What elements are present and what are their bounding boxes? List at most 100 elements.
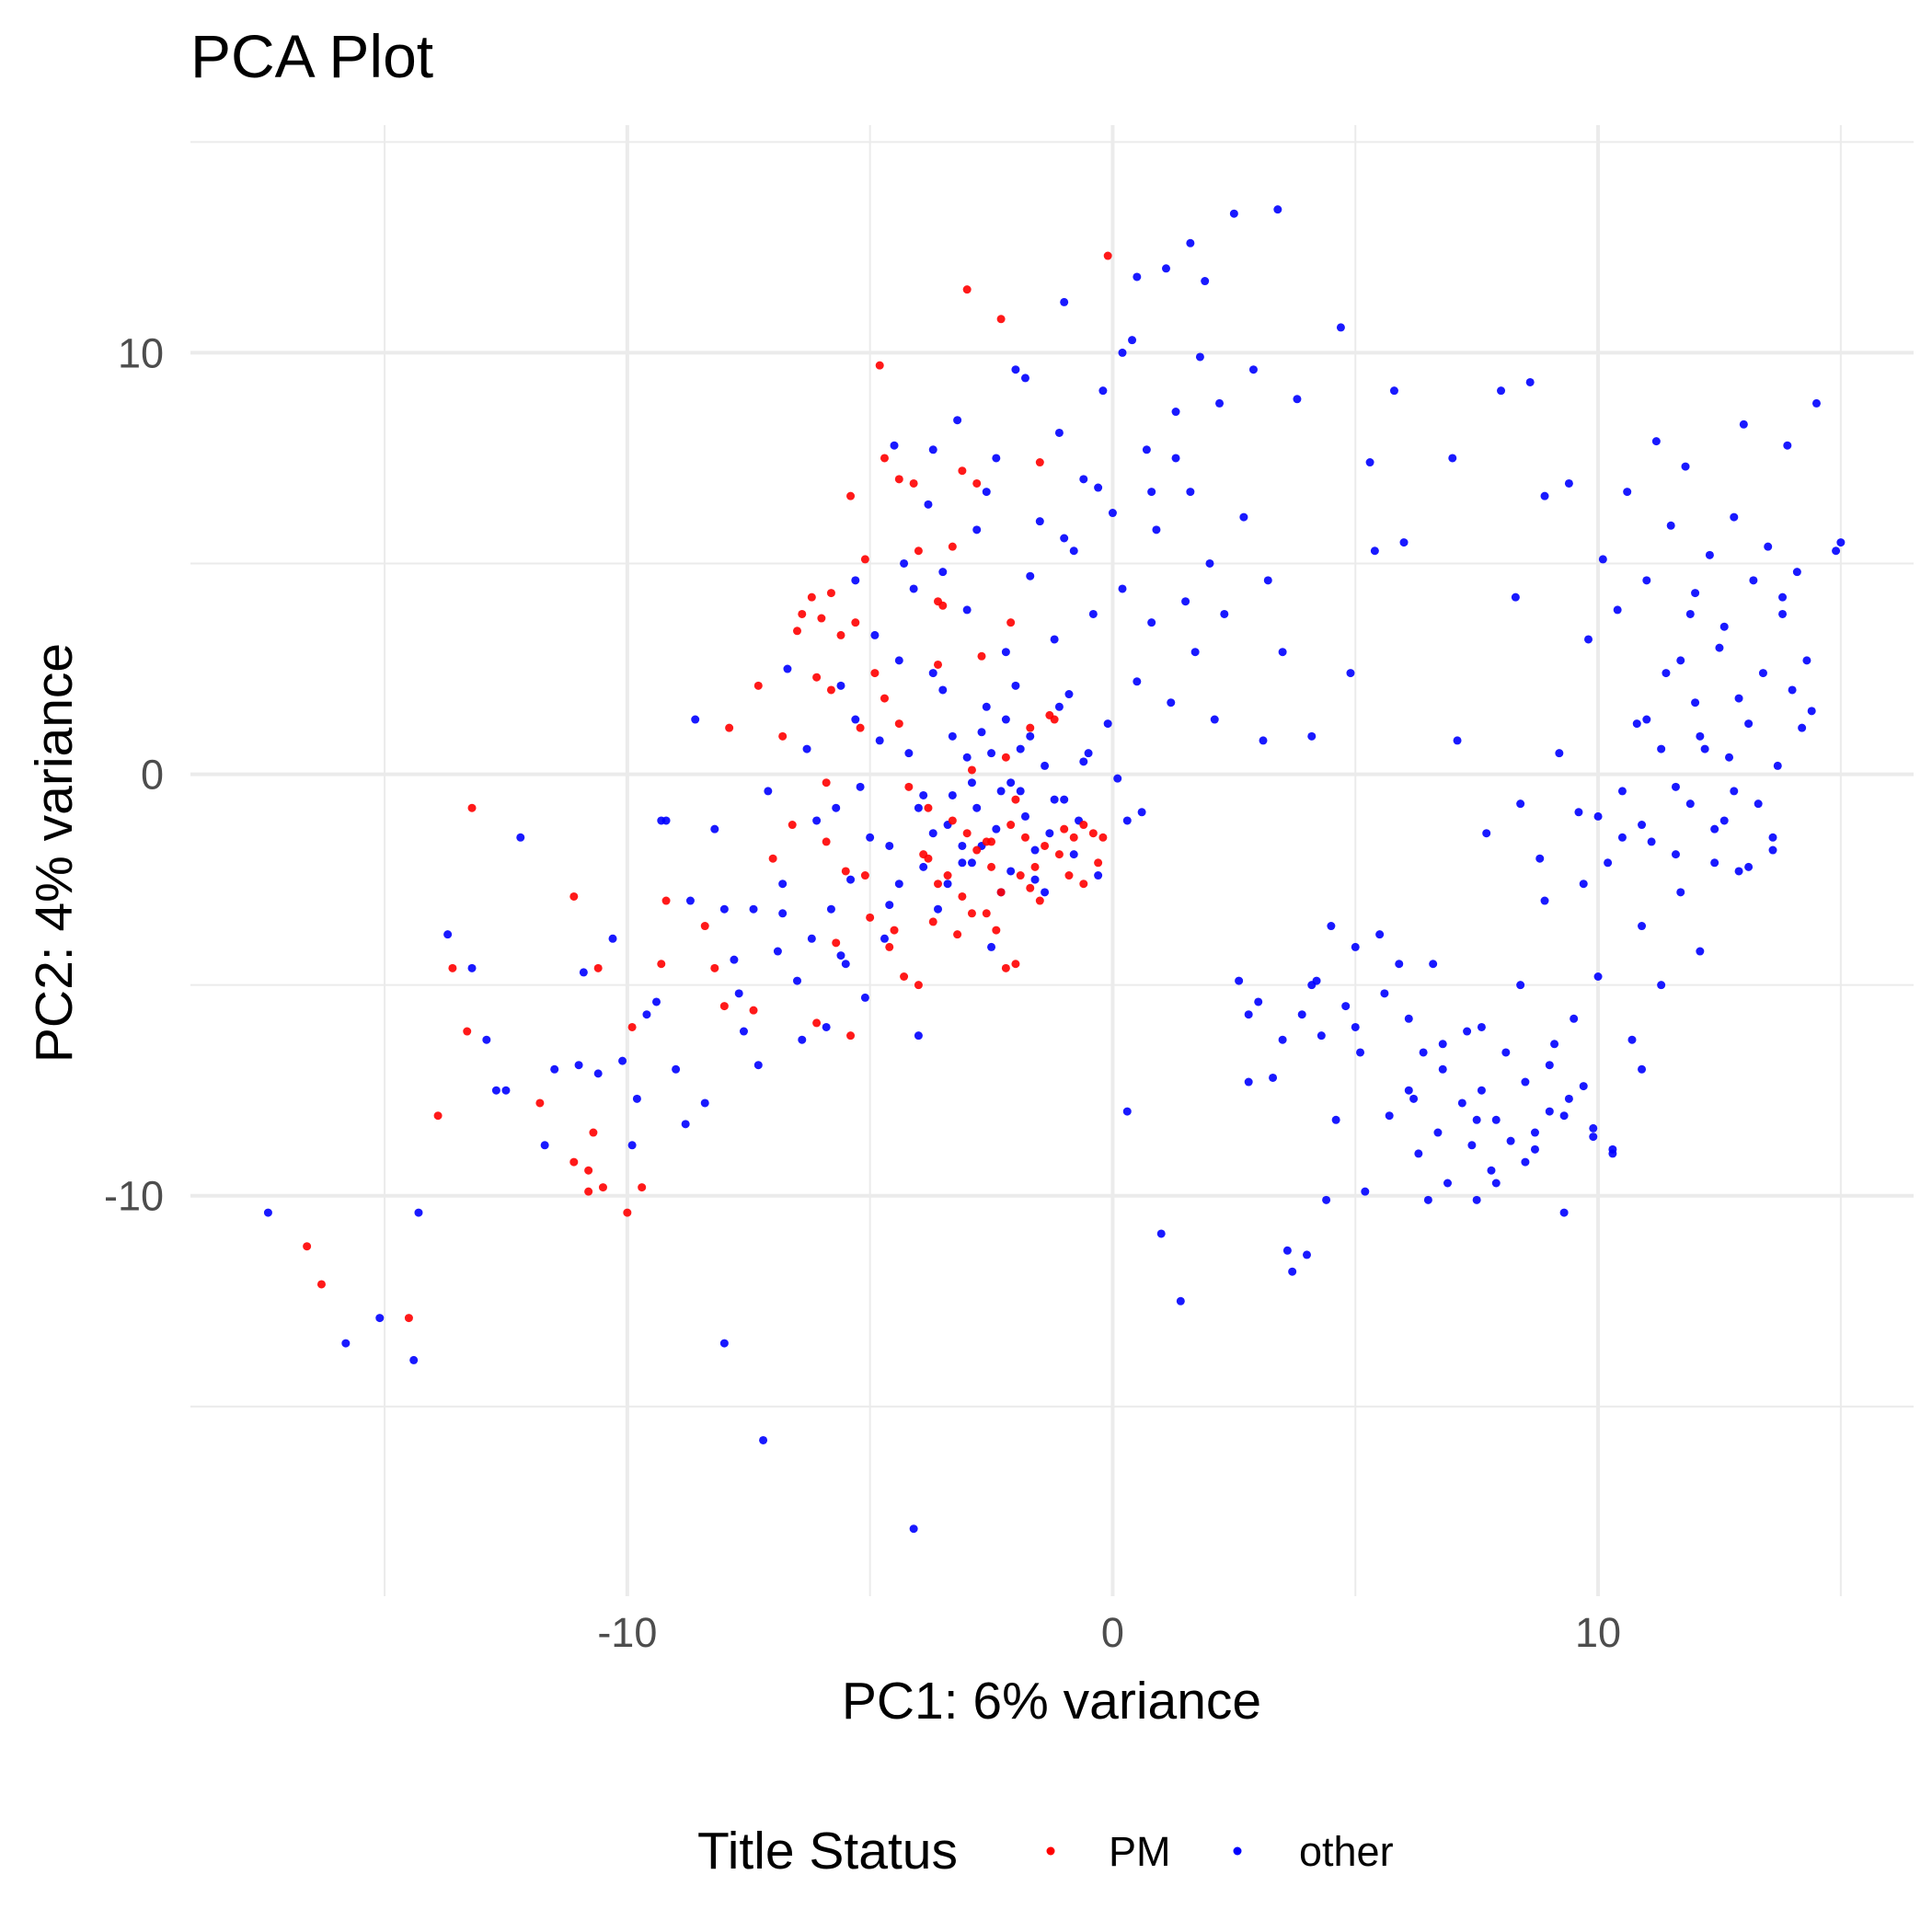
point-other (1768, 833, 1777, 842)
points-layer (263, 205, 1846, 1534)
point-other (685, 896, 695, 905)
point-other (783, 664, 792, 673)
point-pm (870, 669, 880, 678)
point-pm (1069, 833, 1078, 842)
point-pm (793, 627, 802, 636)
point-other (1088, 609, 1098, 618)
point-other (1302, 1250, 1311, 1259)
point-other (1516, 799, 1525, 809)
point-other (1778, 609, 1788, 618)
point-other (1521, 1157, 1530, 1167)
point-other (1642, 715, 1651, 724)
point-other (1137, 808, 1146, 817)
point-other (1186, 488, 1195, 497)
point-other (866, 833, 875, 842)
point-pm (948, 816, 957, 825)
point-other (1142, 445, 1151, 454)
point-other (1041, 761, 1050, 770)
point-other (1244, 1077, 1253, 1087)
point-other (1521, 1077, 1530, 1087)
point-pm (953, 930, 962, 939)
point-other (909, 584, 918, 593)
point-other (1540, 896, 1549, 905)
point-pm (851, 618, 860, 627)
point-other (836, 951, 845, 960)
point-other (1632, 719, 1641, 729)
point-other (1598, 555, 1607, 564)
point-other (958, 858, 967, 868)
point-other (1623, 488, 1632, 497)
point-other (860, 993, 869, 1002)
point-other (1564, 478, 1573, 488)
point-other (1836, 538, 1846, 547)
point-other (938, 685, 948, 695)
legend-key-other (1233, 1846, 1242, 1856)
point-pm (996, 888, 1006, 897)
point-pm (812, 673, 822, 682)
point-other (1409, 1094, 1419, 1103)
point-other (753, 1061, 763, 1070)
point-other (1535, 854, 1545, 863)
point-other (1375, 930, 1385, 939)
legend: Title Status PM other (697, 1822, 1394, 1880)
grid-layer (190, 125, 1914, 1596)
point-other (1020, 811, 1029, 821)
point-other (807, 934, 816, 943)
point-pm (1079, 821, 1088, 830)
point-pm (1006, 821, 1016, 830)
y-tick-label: 0 (141, 752, 164, 799)
point-other (1734, 694, 1743, 703)
point-other (1020, 374, 1029, 383)
point-pm (904, 782, 914, 791)
point-other (1248, 365, 1258, 374)
point-pm (914, 981, 923, 990)
series-pm (303, 251, 1112, 1323)
point-other (1696, 947, 1705, 956)
point-pm (967, 765, 976, 775)
point-pm (812, 1018, 822, 1028)
point-other (375, 1314, 385, 1323)
point-other (826, 904, 835, 914)
legend-title: Title Status (697, 1822, 958, 1880)
point-pm (661, 896, 671, 905)
point-other (1229, 209, 1238, 218)
point-pm (623, 1208, 632, 1217)
point-other (1171, 454, 1180, 463)
point-other (1069, 850, 1078, 859)
point-other (1593, 972, 1603, 981)
point-other (1734, 867, 1743, 876)
point-other (1438, 1064, 1447, 1074)
point-other (1156, 1229, 1166, 1238)
point-other (1453, 736, 1462, 745)
point-other (1108, 509, 1117, 518)
point-other (1638, 922, 1647, 931)
point-pm (404, 1314, 413, 1323)
point-pm (1016, 871, 1025, 880)
point-other (1419, 1048, 1428, 1057)
point-other (1530, 1144, 1539, 1154)
point-other (1385, 1111, 1394, 1121)
point-other (1448, 454, 1457, 463)
point-other (1351, 1022, 1360, 1031)
point-other (982, 488, 991, 497)
point-other (914, 803, 923, 812)
point-other (1559, 1208, 1569, 1217)
point-other (1288, 1267, 1297, 1276)
point-other (730, 955, 739, 964)
point-other (1651, 437, 1661, 446)
point-other (414, 1208, 423, 1217)
point-other (1336, 323, 1345, 332)
point-other (1244, 1010, 1253, 1019)
point-pm (982, 909, 991, 918)
point-other (1739, 420, 1748, 429)
point-other (593, 1069, 603, 1078)
point-other (919, 790, 928, 799)
point-other (1443, 1179, 1452, 1188)
point-pm (657, 960, 666, 969)
point-other (1389, 386, 1398, 396)
point-other (1613, 605, 1622, 615)
point-other (1768, 845, 1777, 855)
point-other (550, 1064, 559, 1074)
point-other (919, 862, 928, 871)
point-other (1700, 744, 1709, 753)
